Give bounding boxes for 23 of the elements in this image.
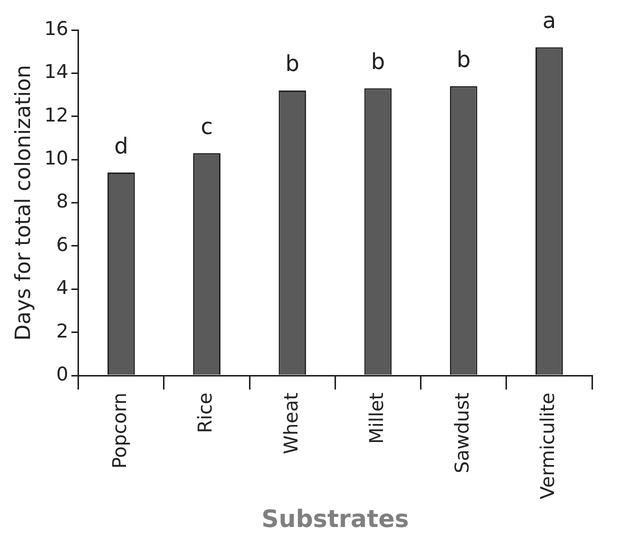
annotation: b	[371, 50, 385, 76]
y-axis-title: Days for total colonization	[11, 64, 36, 341]
x-tick-label: Wheat	[280, 392, 302, 454]
x-tick-label: Vermiculite	[537, 392, 560, 500]
y-tick-label: 4	[56, 277, 68, 300]
y-tick-label: 0	[56, 363, 68, 386]
y-tick-label: 2	[56, 320, 68, 342]
annotation: b	[285, 52, 300, 78]
annotation: b	[456, 48, 471, 73]
y-tick-label: 12	[44, 104, 68, 126]
annotation: a	[542, 8, 556, 34]
x-tick-label: Sawdust	[452, 392, 474, 474]
annotation: c	[200, 114, 213, 140]
x-axis-title: Substrates	[262, 504, 409, 533]
y-tick-label: 8	[56, 190, 68, 213]
x-tick-label: Popcorn	[109, 392, 132, 469]
x-tick-label: Millet	[366, 392, 388, 444]
y-tick-label: 16	[44, 18, 68, 40]
y-tick-label: 6	[56, 234, 68, 256]
y-tick-label: 10	[44, 148, 68, 170]
annotation: d	[114, 134, 128, 160]
y-tick-label: 14	[44, 61, 68, 84]
x-tick-label: Rice	[194, 392, 217, 434]
